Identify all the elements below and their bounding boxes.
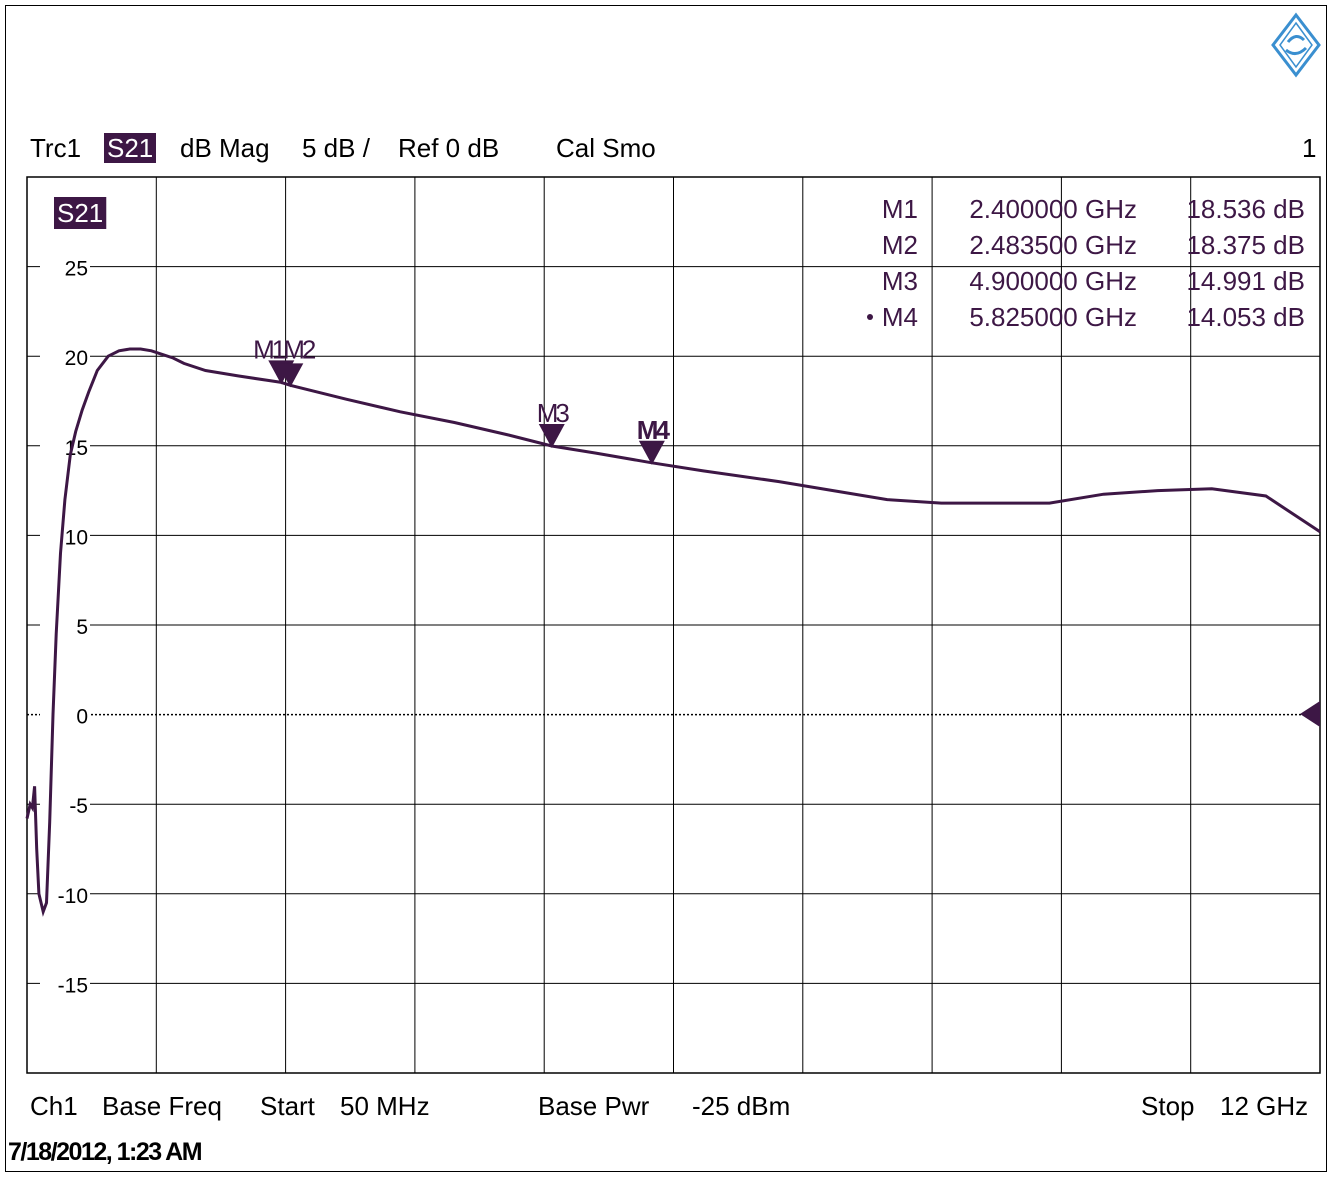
y-tick-label: 15 [65,437,88,460]
y-tick-label: 0 [76,706,88,729]
marker-table-label[interactable]: M4 [882,302,918,332]
marker-m1-m2-label[interactable]: M1M2 [253,334,319,364]
y-tick-label-background [40,523,90,548]
marker-table-label[interactable]: M3 [882,266,918,296]
marker-table-label[interactable]: M2 [882,230,918,260]
footer-base-freq-label: Base Freq [102,1091,222,1121]
trace-param: S21 [104,133,157,163]
marker-table-freq[interactable]: 5.825000 GHz [969,302,1137,332]
trace-format[interactable]: dB Mag [180,133,270,163]
footer-stop-label: Stop [1141,1091,1195,1121]
rohde-schwarz-logo [1270,12,1322,83]
footer-channel: Ch1 [30,1091,78,1121]
trace-flags: Cal Smo [556,133,656,163]
trace-label[interactable]: Trc1 [30,133,82,163]
trace-badge [54,197,107,229]
marker-table-value: 14.053 dB [1186,302,1305,332]
y-tick-label-background [40,792,90,817]
y-tick-label: -15 [58,974,88,997]
y-tick-label: 10 [65,526,88,549]
y-tick-label-background [40,344,90,369]
y-tick-label: 25 [65,258,88,281]
trace-badge-label: S21 [57,198,103,228]
y-tick-label: 20 [65,347,88,370]
footer-base-pwr-label: Base Pwr [538,1091,650,1121]
y-tick-label: -5 [69,795,88,818]
footer-base-pwr-value[interactable]: -25 dBm [692,1091,791,1121]
marker-table-freq[interactable]: 2.483500 GHz [969,230,1137,260]
active-marker-dot [867,314,873,320]
marker-m2-triangle[interactable] [277,363,304,388]
footer-stop-value[interactable]: 12 GHz [1220,1091,1309,1121]
y-tick-label-background [40,254,90,279]
y-tick-label-background [40,433,90,458]
y-tick-label-background [40,613,90,637]
marker-table-value: 18.536 dB [1186,194,1305,224]
trace-param-badge[interactable]: S21 [104,132,157,164]
y-tick-label: -10 [58,885,88,908]
timestamp: 7/18/2012, 1:23 AM [8,1138,203,1166]
y-tick-label-background [40,971,90,996]
marker-table-freq[interactable]: 2.400000 GHz [969,194,1137,224]
marker-m4-label[interactable]: M4 [637,415,674,445]
marker-table: M1 2.400000 GHz 18.536 dB M2 2.483500 GHz 18.… [867,194,1305,332]
marker-table-value: 14.991 dB [1186,266,1305,296]
marker-m4-triangle[interactable] [638,440,665,465]
footer-start-value[interactable]: 50 MHz [340,1091,430,1121]
grid [26,176,1321,1074]
channel-index: 1 [1302,133,1317,163]
marker-table-freq[interactable]: 4.900000 GHz [969,266,1137,296]
marker-table-label[interactable]: M1 [882,194,918,224]
trace-ref[interactable]: Ref 0 dB [398,133,500,163]
markers[interactable]: M1M2 M3 M4 [253,334,674,465]
s21-trace-line[interactable] [25,347,1321,917]
marker-m3-triangle[interactable] [538,423,565,448]
marker-table-value: 18.375 dB [1186,230,1305,260]
y-tick-labels: 25 20 15 10 5 0 -5 -10 -15 [40,254,90,997]
y-tick-label-background [40,702,90,727]
screen-frame [5,5,1327,1172]
reference-level-arrow[interactable] [1300,701,1320,727]
trace-scale[interactable]: 5 dB / [302,133,370,163]
marker-m3-label[interactable]: M3 [537,398,573,428]
footer-start-label: Start [260,1091,315,1121]
y-tick-label: 5 [76,616,88,639]
